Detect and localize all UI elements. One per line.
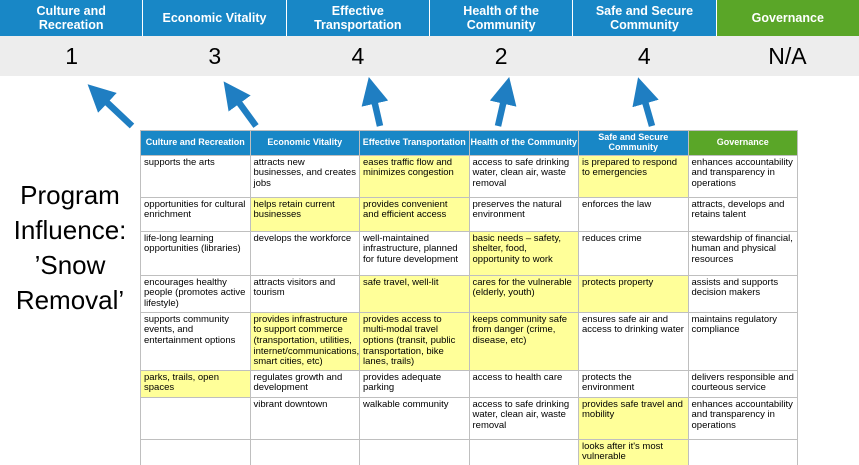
matrix-cell-attracts-new-businesses-and-creates-jobs: attracts new businesses, and creates job… <box>249 154 360 198</box>
matrix-cell-keeps-community-safe-from-danger-crime-d: keeps community safe from danger (crime,… <box>468 311 579 371</box>
matrix-cell-encourages-healthy-people-promotes-activ: encourages healthy people (promotes acti… <box>140 274 251 313</box>
summary-header-health-of-the-community: Health of the Community <box>429 0 574 36</box>
matrix-cell-empty <box>249 438 360 465</box>
arrow-up-icon <box>87 84 135 129</box>
matrix-cell-provides-infrastructure-to-support-comme: provides infrastructure to support comme… <box>249 311 360 371</box>
matrix-cell-parks-trails-open-spaces: parks, trails, open spaces <box>140 369 251 398</box>
matrix-cell-supports-community-events-and-entertainm: supports community events, and entertain… <box>140 311 251 371</box>
matrix-header-governance: Governance <box>687 130 798 156</box>
score-effective-transportation: 4 <box>351 42 365 69</box>
matrix-cell-enhances-accountability-and-transparency: enhances accountability and transparency… <box>687 396 798 440</box>
matrix-cell-develops-the-workforce: develops the workforce <box>249 230 360 276</box>
matrix-cell-reduces-crime: reduces crime <box>578 230 689 276</box>
matrix-cell-provides-access-to-multi-modal-travel-op: provides access to multi-modal travel op… <box>359 311 470 371</box>
matrix-cell-empty <box>140 438 251 465</box>
matrix-cell-access-to-safe-drinking-water-clean-air-: access to safe drinking water, clean air… <box>468 396 579 440</box>
matrix-cell-enhances-accountability-and-transparency: enhances accountability and transparency… <box>687 154 798 198</box>
influence-matrix: Culture and Recreation Economic Vitality E… <box>140 130 798 465</box>
matrix-cell-opportunities-for-cultural-enrichment: opportunities for cultural enrichment <box>140 196 251 232</box>
matrix-cell-eases-traffic-flow-and-minimizes-congest: eases traffic flow and minimizes congest… <box>359 154 470 198</box>
matrix-cell-provides-safe-travel-and-mobility: provides safe travel and mobility <box>578 396 689 440</box>
matrix-cell-well-maintained-infrastructure-planned-f: well-maintained infrastructure, planned … <box>359 230 470 276</box>
matrix-cell-attracts-develops-and-retains-talent: attracts, develops and retains talent <box>687 196 798 232</box>
influence-arrows <box>87 77 659 129</box>
matrix-cell-attracts-visitors-and-tourism: attracts visitors and tourism <box>249 274 360 313</box>
matrix-cell-access-to-health-care: access to health care <box>468 369 579 398</box>
matrix-row-1: supports the arts attracts new businesses… <box>140 154 798 198</box>
matrix-row-5: supports community events, and entertain… <box>140 311 798 371</box>
matrix-cell-enforces-the-law: enforces the law <box>578 196 689 232</box>
matrix-header-health-of-the-community: Health of the Community <box>468 130 579 156</box>
matrix-cell-safe-travel-well-lit: safe travel, well-lit <box>359 274 470 313</box>
matrix-row-8: looks after it's most vulnerable <box>140 438 798 465</box>
matrix-cell-preserves-the-natural-environment: preserves the natural environment <box>468 196 579 232</box>
matrix-cell-helps-retain-current-businesses: helps retain current businesses <box>249 196 360 232</box>
matrix-row-6: parks, trails, open spaces regulates grow… <box>140 369 798 398</box>
matrix-cell-protects-the-environment: protects the environment <box>578 369 689 398</box>
matrix-cell-provides-adequate-parking: provides adequate parking <box>359 369 470 398</box>
summary-header-row: Culture and Recreation Economic Vitality… <box>0 0 859 36</box>
matrix-cell-empty <box>359 438 470 465</box>
matrix-cell-empty <box>687 438 798 465</box>
matrix-cell-delivers-responsible-and-courteous-servi: delivers responsible and courteous servi… <box>687 369 798 398</box>
summary-header-safe-and-secure-community: Safe and Secure Community <box>573 0 717 36</box>
matrix-cell-stewardship-of-financial-human-and-physi: stewardship of financial, human and phys… <box>687 230 798 276</box>
matrix-cell-supports-the-arts: supports the arts <box>140 154 251 198</box>
summary-header-governance: Governance <box>716 0 859 36</box>
program-influence-label: Program Influence: ’Snow Removal’ <box>13 180 127 316</box>
matrix-header-culture-and-recreation: Culture and Recreation <box>140 130 251 156</box>
matrix-cell-empty <box>140 396 251 440</box>
matrix-cell-protects-property: protects property <box>578 274 689 313</box>
matrix-row-3: life-long learning opportunities (librar… <box>140 230 798 276</box>
score-culture-and-recreation: 1 <box>65 42 78 69</box>
matrix-header-safe-and-secure-community: Safe and Secure Community <box>578 130 689 156</box>
arrow-up-icon <box>223 81 259 128</box>
summary-header-effective-transportation: Effective Transportation <box>286 0 430 36</box>
matrix-header-effective-transportation: Effective Transportation <box>359 130 470 156</box>
matrix-cell-provides-convenient-and-efficient-access: provides convenient and efficient access <box>359 196 470 232</box>
matrix-cell-vibrant-downtown: vibrant downtown <box>249 396 360 440</box>
matrix-cell-empty <box>468 438 579 465</box>
arrow-up-icon <box>489 77 517 127</box>
score-governance: N/A <box>768 42 807 69</box>
matrix-cell-assists-and-supports-decision-makers: assists and supports decision makers <box>687 274 798 313</box>
matrix-row-4: encourages healthy people (promotes acti… <box>140 274 798 313</box>
matrix-cell-life-long-learning-opportunities-librari: life-long learning opportunities (librar… <box>140 230 251 276</box>
matrix-row-2: opportunities for cultural enrichment hel… <box>140 196 798 232</box>
matrix-cell-basic-needs-safety-shelter-food-opportun: basic needs – safety, shelter, food, opp… <box>468 230 579 276</box>
summary-header-economic-vitality: Economic Vitality <box>143 0 287 36</box>
matrix-cell-is-prepared-to-respond-to-emergencies: is prepared to respond to emergencies <box>578 154 689 198</box>
score-row: 1 3 4 2 4 N/A <box>0 36 859 76</box>
matrix-row-7: vibrant downtown walkable community access… <box>140 396 798 440</box>
matrix-cell-regulates-growth-and-development: regulates growth and development <box>249 369 360 398</box>
matrix-cell-cares-for-the-vulnerable-elderly-youth: cares for the vulnerable (elderly, youth… <box>468 274 579 313</box>
matrix-cell-maintains-regulatory-compliance: maintains regulatory compliance <box>687 311 798 371</box>
matrix-cell-looks-after-it-s-most-vulnerable: looks after it's most vulnerable <box>578 438 689 465</box>
score-economic-vitality: 3 <box>208 42 222 69</box>
arrow-up-icon <box>361 77 389 127</box>
matrix-header-row: Culture and Recreation Economic Vitality E… <box>140 130 798 156</box>
matrix-cell-ensures-safe-air-and-access-to-drinking-: ensures safe air and access to drinking … <box>578 311 689 371</box>
matrix-header-economic-vitality: Economic Vitality <box>249 130 360 156</box>
matrix-cell-access-to-safe-drinking-water-clean-air-: access to safe drinking water, clean air… <box>468 154 579 198</box>
score-safe-and-secure-community: 4 <box>637 42 651 69</box>
summary-header-culture-and-recreation: Culture and Recreation <box>0 0 144 36</box>
score-health-of-the-community: 2 <box>494 42 508 69</box>
matrix-cell-walkable-community: walkable community <box>359 396 470 440</box>
arrow-up-icon <box>632 77 659 127</box>
